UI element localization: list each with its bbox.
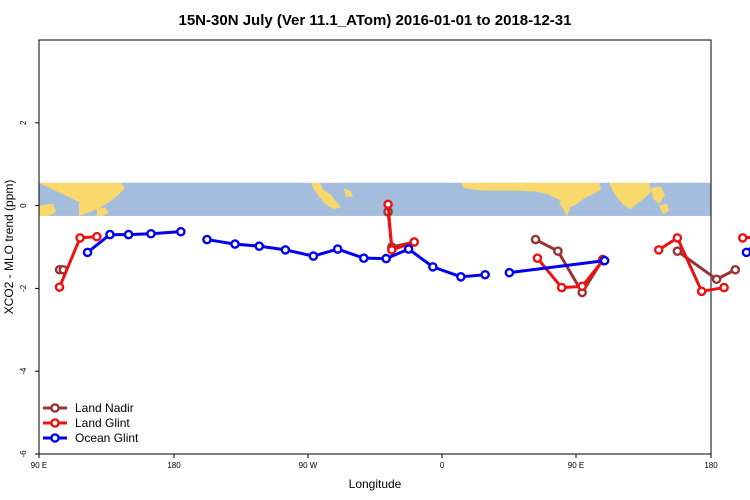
series-1-point-1-2 bbox=[409, 237, 420, 247]
x-tick-label-5: 180 bbox=[704, 461, 718, 470]
series-1-point-4-0 bbox=[737, 233, 748, 243]
series-2-line-1 bbox=[206, 238, 486, 279]
series-2-point-1-8 bbox=[403, 244, 414, 254]
series-2-point-0-4 bbox=[176, 226, 186, 237]
series-2-point-1-7 bbox=[381, 253, 392, 264]
map-land-9 bbox=[659, 203, 669, 215]
legend-label-1: Land Glint bbox=[75, 416, 130, 430]
series-1-point-2-1 bbox=[556, 282, 567, 293]
series-2-point-2-1 bbox=[599, 255, 610, 266]
legend-label-2: Ocean Glint bbox=[75, 431, 139, 445]
y-axis: -6 -4 -2 0 2 bbox=[19, 120, 39, 458]
y-axis-label: XCO2 - MLO trend (ppm) bbox=[2, 180, 16, 315]
series-1 bbox=[54, 199, 750, 297]
map-land-5 bbox=[461, 182, 601, 208]
series-2-point-3-0 bbox=[741, 247, 750, 258]
series-1-point-1-1 bbox=[386, 245, 397, 255]
map-land-6 bbox=[559, 202, 570, 216]
series-2-line-0 bbox=[86, 230, 181, 254]
series-2-point-1-6 bbox=[358, 253, 369, 263]
series-0 bbox=[54, 207, 741, 298]
x-tick-label-3: 0 bbox=[440, 461, 445, 470]
x-axis-label: Longitude bbox=[349, 477, 402, 491]
x-tick-label-4: 90 E bbox=[568, 461, 584, 470]
series-2-line-2 bbox=[509, 259, 605, 275]
x-axis: 90 E 180 90 W 0 90 E 180 bbox=[31, 454, 718, 470]
series-2-point-1-11 bbox=[480, 269, 490, 280]
map-land-7 bbox=[609, 182, 651, 209]
map-land-3 bbox=[311, 182, 341, 209]
series-1-point-2-0 bbox=[532, 253, 543, 263]
series-2-point-1-3 bbox=[280, 245, 291, 255]
series-1-point-0-2 bbox=[92, 231, 102, 242]
series-1-line-0 bbox=[58, 235, 97, 288]
series-2-point-0-1 bbox=[105, 229, 115, 240]
series-1-point-0-1 bbox=[75, 233, 85, 243]
series-2-point-0-0 bbox=[82, 247, 93, 258]
map-land-4 bbox=[344, 188, 353, 197]
series-2-point-0-2 bbox=[123, 229, 134, 240]
legend-marker-2 bbox=[50, 433, 60, 443]
y-tick-label-3: 0 bbox=[19, 203, 28, 208]
series-1-point-3-1 bbox=[672, 233, 683, 243]
series-2-point-1-0 bbox=[202, 234, 212, 245]
y-tick-label-0: -6 bbox=[19, 450, 28, 458]
series-layer bbox=[54, 199, 750, 298]
map-land-2 bbox=[97, 207, 109, 216]
legend-marker-1 bbox=[50, 418, 60, 428]
series-1-line-2 bbox=[536, 257, 604, 290]
series-1-point-0-0 bbox=[54, 282, 65, 292]
legend-marker-0 bbox=[50, 403, 60, 413]
series-1-point-3-0 bbox=[653, 245, 664, 255]
x-tick-label-2: 90 W bbox=[299, 461, 318, 470]
series-2-point-1-5 bbox=[332, 244, 343, 254]
y-tick-label-4: 2 bbox=[19, 120, 28, 125]
x-tick-label-1: 180 bbox=[167, 461, 181, 470]
series-1-point-1-0 bbox=[383, 199, 393, 210]
map-land-0 bbox=[39, 182, 125, 216]
legend-label-0: Land Nadir bbox=[75, 401, 134, 415]
series-1-point-3-2 bbox=[696, 286, 707, 297]
series-0-point-3-1 bbox=[711, 274, 722, 285]
series-2-point-1-10 bbox=[456, 272, 466, 282]
series-2-point-1-4 bbox=[308, 251, 319, 261]
y-tick-label-2: -2 bbox=[19, 284, 28, 292]
series-0-point-2-1 bbox=[553, 246, 563, 256]
series-0-point-3-2 bbox=[730, 264, 741, 275]
world-map-strip bbox=[39, 182, 711, 216]
map-land-8 bbox=[651, 186, 665, 204]
series-1-point-3-3 bbox=[719, 282, 729, 293]
series-2-point-1-1 bbox=[230, 239, 240, 249]
map-ocean bbox=[39, 182, 711, 216]
plot-frame bbox=[38, 39, 712, 455]
series-2 bbox=[82, 226, 750, 282]
map-land-1 bbox=[39, 203, 56, 216]
chart-title: 15N-30N July (Ver 11.1_ATom) 2016-01-01 … bbox=[179, 12, 572, 29]
series-0-line-2 bbox=[534, 238, 605, 295]
series-2-point-0-3 bbox=[146, 228, 156, 239]
series-1-point-2-2 bbox=[577, 281, 588, 292]
series-0-point-2-0 bbox=[530, 234, 541, 245]
series-2-point-1-9 bbox=[428, 262, 438, 272]
series-2-point-1-2 bbox=[254, 241, 265, 251]
x-tick-label-0: 90 E bbox=[31, 461, 47, 470]
series-2-point-2-0 bbox=[504, 267, 515, 278]
series-1-line-3 bbox=[657, 236, 725, 293]
series-0-point-3-0 bbox=[672, 246, 683, 256]
y-tick-label-1: -4 bbox=[19, 367, 28, 375]
